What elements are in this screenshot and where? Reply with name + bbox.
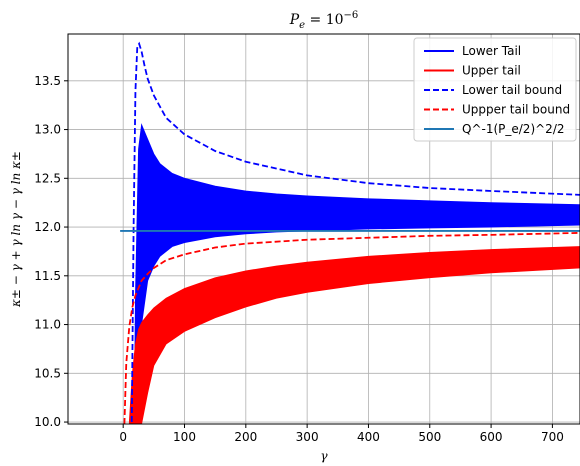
x-axis-label: γ xyxy=(320,449,328,463)
x-tick-label: 100 xyxy=(173,430,196,444)
legend: Lower Tail Upper tail Lower tail bound Uppp… xyxy=(413,37,577,142)
plot-frame xyxy=(67,33,580,425)
x-tick-label: 700 xyxy=(541,430,564,444)
legend-box xyxy=(413,37,577,142)
title-sub: e xyxy=(299,20,305,31)
y-tick-label: 12.0 xyxy=(34,220,61,234)
x-tick-label: 300 xyxy=(296,430,319,444)
legend-label: Uppper tail bound xyxy=(462,103,570,117)
x-tick-label: 200 xyxy=(234,430,257,444)
legend-label: Lower tail bound xyxy=(462,83,562,97)
legend-label: Lower Tail xyxy=(462,44,521,58)
title-eq: = 10 xyxy=(305,12,343,28)
legend-label: Q^-1(P_e/2)^2/2 xyxy=(462,122,565,136)
series-line-uppper-tail-bound xyxy=(123,232,580,424)
chart-title: Pe = 10−6 xyxy=(289,10,359,31)
y-tick-label: 13.5 xyxy=(34,74,61,88)
series-layer xyxy=(120,41,580,424)
y-tick-label: 10.0 xyxy=(34,415,61,429)
legend-label: Upper tail xyxy=(462,64,521,78)
title-main: P xyxy=(289,12,300,28)
series-line-lower-tail-bound xyxy=(130,41,580,423)
y-tick-label: 13.0 xyxy=(34,123,61,137)
title-exp: −6 xyxy=(344,10,359,21)
x-tick-label: 400 xyxy=(357,430,380,444)
series-band-lower-tail xyxy=(133,123,580,423)
y-tick-label: 10.5 xyxy=(34,366,61,380)
x-tick-label: 0 xyxy=(119,430,127,444)
x-tick-label: 600 xyxy=(480,430,503,444)
y-tick-label: 11.0 xyxy=(34,318,61,332)
y-tick-label: 12.5 xyxy=(34,171,61,185)
tick-layer: 0 100 200 300 400 500 600 700 10.0 10.5 11.0 11.5 12… xyxy=(34,74,564,444)
y-tick-label: 11.5 xyxy=(34,269,61,283)
series-band-upper-tail xyxy=(128,246,580,424)
x-tick-label: 500 xyxy=(418,430,441,444)
y-axis-label: κ± − γ + γ ln γ − γ ln κ± xyxy=(9,151,23,308)
